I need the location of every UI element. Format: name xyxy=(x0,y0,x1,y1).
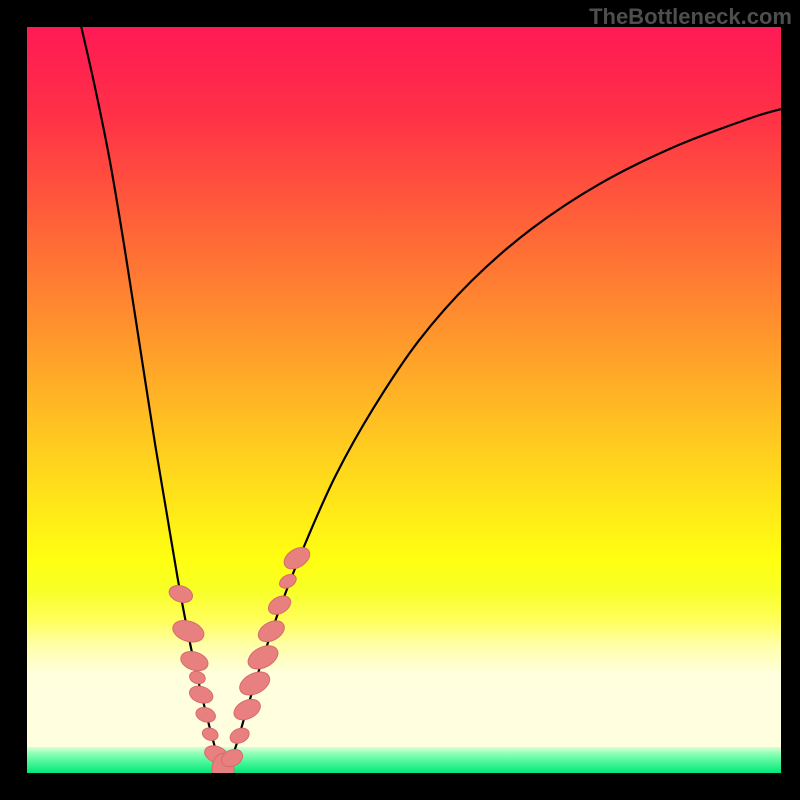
marker-point xyxy=(231,695,264,723)
marker-point xyxy=(167,583,195,606)
marker-point xyxy=(194,705,217,724)
marker-point xyxy=(244,641,282,674)
marker-point xyxy=(280,543,313,573)
marker-point xyxy=(178,648,210,674)
marker-point xyxy=(277,572,299,592)
marker-point xyxy=(188,669,207,685)
marker-point xyxy=(236,667,274,699)
marker-point xyxy=(228,725,252,746)
marker-point xyxy=(170,617,207,646)
curve-layer xyxy=(27,27,781,773)
marker-point xyxy=(255,617,288,646)
marker-point xyxy=(201,726,220,742)
plot-area xyxy=(27,27,781,773)
marker-point xyxy=(187,683,215,706)
marker-point xyxy=(265,592,294,618)
watermark-text: TheBottleneck.com xyxy=(589,4,792,30)
marker-group xyxy=(167,543,314,773)
